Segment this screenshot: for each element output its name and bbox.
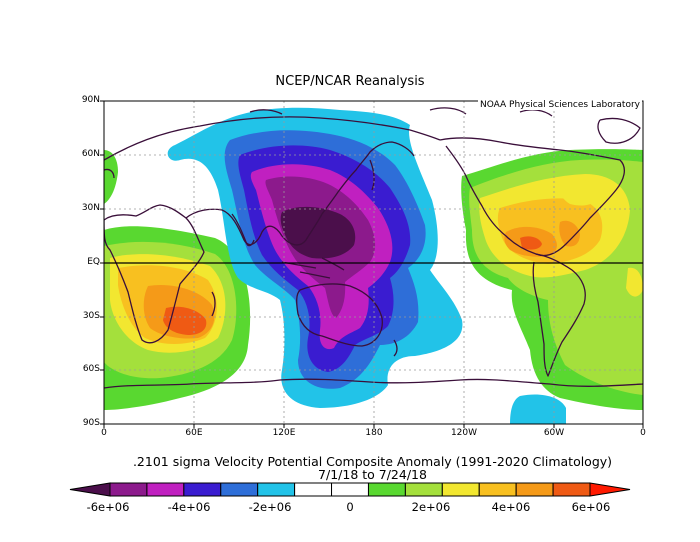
colorbar — [69, 482, 631, 497]
map-title: NCEP/NCAR Reanalysis — [275, 74, 425, 89]
lon-label-60w: 60W — [543, 428, 565, 438]
colorbar-segment — [331, 482, 369, 497]
colorbar-segment — [146, 482, 185, 497]
colorbar-label-zero: 0 — [346, 500, 354, 514]
coast-antarctica — [104, 378, 643, 389]
colorbar-segment — [552, 482, 591, 497]
colorbar-segment — [404, 482, 443, 497]
lon-label-60e: 60E — [185, 428, 203, 438]
colorbar-label-neg4: -4e+06 — [167, 500, 211, 514]
colorbar-segment — [183, 482, 222, 497]
coast-nz — [393, 339, 398, 357]
colorbar-segment — [257, 482, 296, 497]
coast-japan — [369, 159, 375, 191]
colorbar-label-pos6: 6e+06 — [571, 500, 611, 514]
coast-madagascar — [211, 291, 216, 317]
caption-line-1: .2101 sigma Velocity Potential Composite… — [132, 454, 613, 469]
lon-label-120w: 120W — [450, 428, 478, 438]
lat-label-90n: 90N — [81, 95, 100, 105]
lon-label-180: 180 — [365, 428, 383, 438]
lat-label-30s: 30S — [82, 311, 100, 321]
colorbar-segment — [294, 482, 333, 497]
colorbar-segment — [367, 482, 406, 497]
colorbar-segment — [220, 482, 259, 497]
lon-label-120e: 120E — [272, 428, 296, 438]
colorbar-arrow-right — [589, 482, 631, 497]
lon-label-0: 0 — [101, 428, 107, 438]
coast-australia — [296, 283, 383, 347]
lon-label-0-east: 0 — [640, 428, 646, 438]
colorbar-label-pos2: 2e+06 — [411, 500, 451, 514]
coastlines — [104, 107, 643, 389]
coast-africa — [104, 204, 205, 344]
coast-eurasia — [104, 116, 441, 246]
caption-line-2: 7/1/18 to 7/24/18 — [318, 467, 427, 482]
coast-north-america — [439, 137, 626, 257]
coast-india — [231, 213, 255, 247]
credit-label: NOAA Physical Sciences Laboratory — [477, 100, 642, 110]
colorbar-segment — [478, 482, 517, 497]
coast-greenland — [597, 117, 641, 144]
axis-ticks — [100, 100, 644, 428]
colorbar-arrow-left — [69, 482, 111, 497]
coast-uk — [104, 168, 115, 179]
lat-label-30n: 30N — [81, 203, 100, 213]
colorbar-label-neg6: -6e+06 — [86, 500, 130, 514]
colorbar-segment — [515, 482, 554, 497]
lat-label-60n: 60N — [81, 149, 100, 159]
colorbar-label-pos4: 4e+06 — [491, 500, 531, 514]
colorbar-label-neg2: -2e+06 — [248, 500, 292, 514]
lat-label-60s: 60S — [82, 364, 100, 374]
lat-label-90s: 90S — [82, 418, 100, 428]
coast-south-america — [532, 253, 586, 377]
lat-label-eq: EQ — [87, 257, 100, 267]
colorbar-segment — [441, 482, 480, 497]
colorbar-segment — [109, 482, 148, 497]
